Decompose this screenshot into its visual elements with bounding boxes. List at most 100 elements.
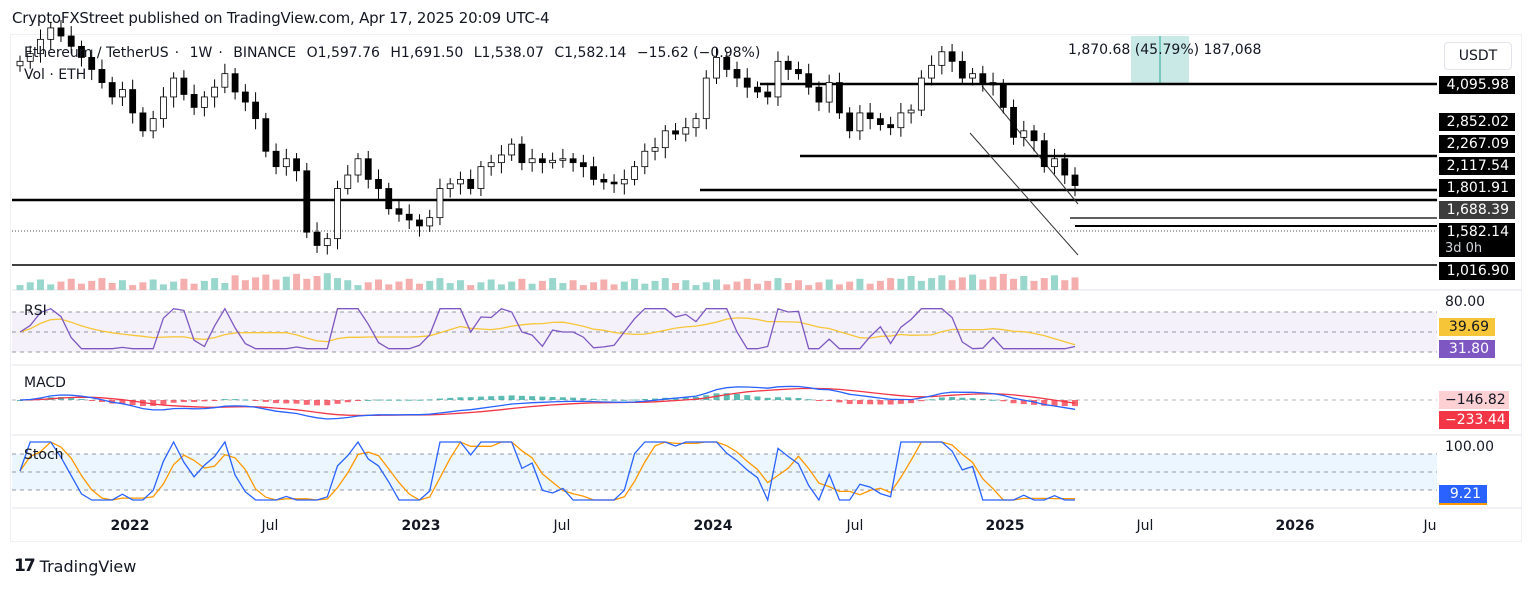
volume-bar	[108, 283, 116, 290]
candle-body	[825, 82, 833, 103]
macd-histogram-bar	[959, 397, 966, 400]
volume-bar	[815, 282, 823, 290]
volume-bar	[77, 283, 85, 290]
price-level-tag: 1,582.14	[1439, 223, 1515, 241]
macd-histogram-bar	[979, 398, 986, 400]
volume-bar	[282, 276, 290, 290]
volume-bar	[559, 283, 567, 290]
volume-bar	[631, 278, 639, 290]
volume-bar	[887, 278, 895, 290]
volume-bar	[999, 273, 1007, 290]
volume-bar	[241, 280, 249, 290]
macd-histogram-bar	[426, 399, 433, 401]
candle-body	[969, 73, 976, 79]
tradingview-logo-icon: 17	[14, 556, 36, 576]
x-axis-tick: 2022	[110, 518, 150, 534]
candle-body	[334, 188, 341, 240]
volume-bar	[446, 283, 454, 290]
volume-bar	[334, 278, 342, 290]
volume-bar	[180, 278, 188, 290]
candle-body	[631, 166, 638, 180]
volume-bar	[170, 281, 178, 290]
candle-body	[661, 130, 669, 149]
countdown-tag: 3d 0h	[1439, 241, 1515, 257]
candle-body	[538, 158, 546, 164]
candle-body	[498, 154, 505, 164]
candle-body	[272, 150, 280, 168]
volume-bar	[67, 278, 75, 290]
volume-bar	[856, 278, 864, 290]
candle-body	[1071, 174, 1079, 186]
volume-bar	[252, 277, 260, 290]
candle-body	[1010, 106, 1017, 138]
candle-body	[293, 158, 300, 172]
macd-histogram-bar	[733, 393, 740, 400]
macd-label[interactable]: MACD	[24, 375, 66, 391]
candle-body	[200, 96, 208, 108]
macd-histogram-bar	[375, 399, 382, 401]
macd-histogram-bar	[529, 396, 536, 400]
rsi-label[interactable]: RSI	[24, 303, 47, 319]
stoch-label[interactable]: Stoch	[24, 447, 64, 463]
macd-histogram-bar	[273, 400, 280, 404]
volume-bar	[129, 285, 137, 290]
candle-body	[856, 112, 864, 132]
candle-body	[313, 231, 321, 246]
volume-bar	[405, 278, 413, 290]
macd-histogram-bar	[652, 398, 659, 400]
macd-histogram-bar	[826, 400, 833, 401]
candle-body	[446, 183, 454, 189]
candle-body	[887, 124, 895, 129]
volume-bar	[293, 273, 301, 290]
volume-bar	[436, 278, 444, 290]
candle-body	[1040, 140, 1048, 168]
macd-histogram-bar	[856, 400, 863, 405]
macd-histogram-bar	[693, 396, 700, 400]
candle-body	[989, 82, 997, 86]
rsi-line	[19, 307, 1076, 350]
volume-bar	[989, 276, 997, 290]
macd-histogram-bar	[570, 397, 577, 400]
candle-body	[805, 73, 813, 88]
legend-separator: ·	[218, 45, 223, 61]
symbol-name[interactable]: Ethereum / TetherUS	[24, 45, 169, 61]
candle-body	[37, 38, 44, 55]
currency-button[interactable]: USDT	[1444, 42, 1512, 70]
price-level-tag: 2,117.54	[1439, 157, 1515, 175]
tradingview-footer[interactable]: 17 TradingView	[14, 556, 136, 576]
candle-body	[774, 60, 782, 98]
macd-histogram-bar	[938, 397, 945, 400]
macd-histogram-bar	[754, 396, 761, 400]
stoch-upper-label: 100.00	[1445, 439, 1494, 455]
volume-bar	[528, 283, 536, 290]
volume-bar	[47, 284, 55, 290]
macd-signal-line	[19, 387, 1076, 417]
price-level-tag: 1,801.91	[1439, 179, 1515, 197]
candle-body	[487, 162, 495, 168]
candle-body	[26, 53, 34, 62]
volume-legend[interactable]: Vol · ETH	[24, 67, 87, 83]
rsi-upper-label: 80.00	[1445, 294, 1486, 310]
candle-body	[620, 178, 628, 185]
volume-bar	[518, 278, 526, 290]
volume-bar	[231, 275, 239, 290]
interval[interactable]: 1W	[189, 45, 213, 61]
candle-body	[262, 118, 270, 152]
volume-bar	[200, 280, 208, 290]
macd-histogram-bar	[477, 396, 484, 400]
volume-bar	[733, 281, 741, 290]
volume-bar	[723, 284, 731, 290]
x-axis-tick: Jul	[846, 518, 864, 534]
volume-bar	[395, 281, 403, 290]
macd-histogram-bar	[78, 398, 85, 400]
candle-body	[928, 64, 936, 79]
macd-histogram-bar	[1061, 400, 1068, 407]
macd-histogram-bar	[887, 400, 894, 405]
volume-bar	[303, 278, 311, 290]
price-level-tag: 2,852.02	[1439, 113, 1515, 131]
volume-bar	[907, 276, 915, 290]
macd-histogram-bar	[119, 400, 126, 405]
candle-body	[47, 27, 55, 40]
macd-histogram-bar	[836, 400, 843, 403]
